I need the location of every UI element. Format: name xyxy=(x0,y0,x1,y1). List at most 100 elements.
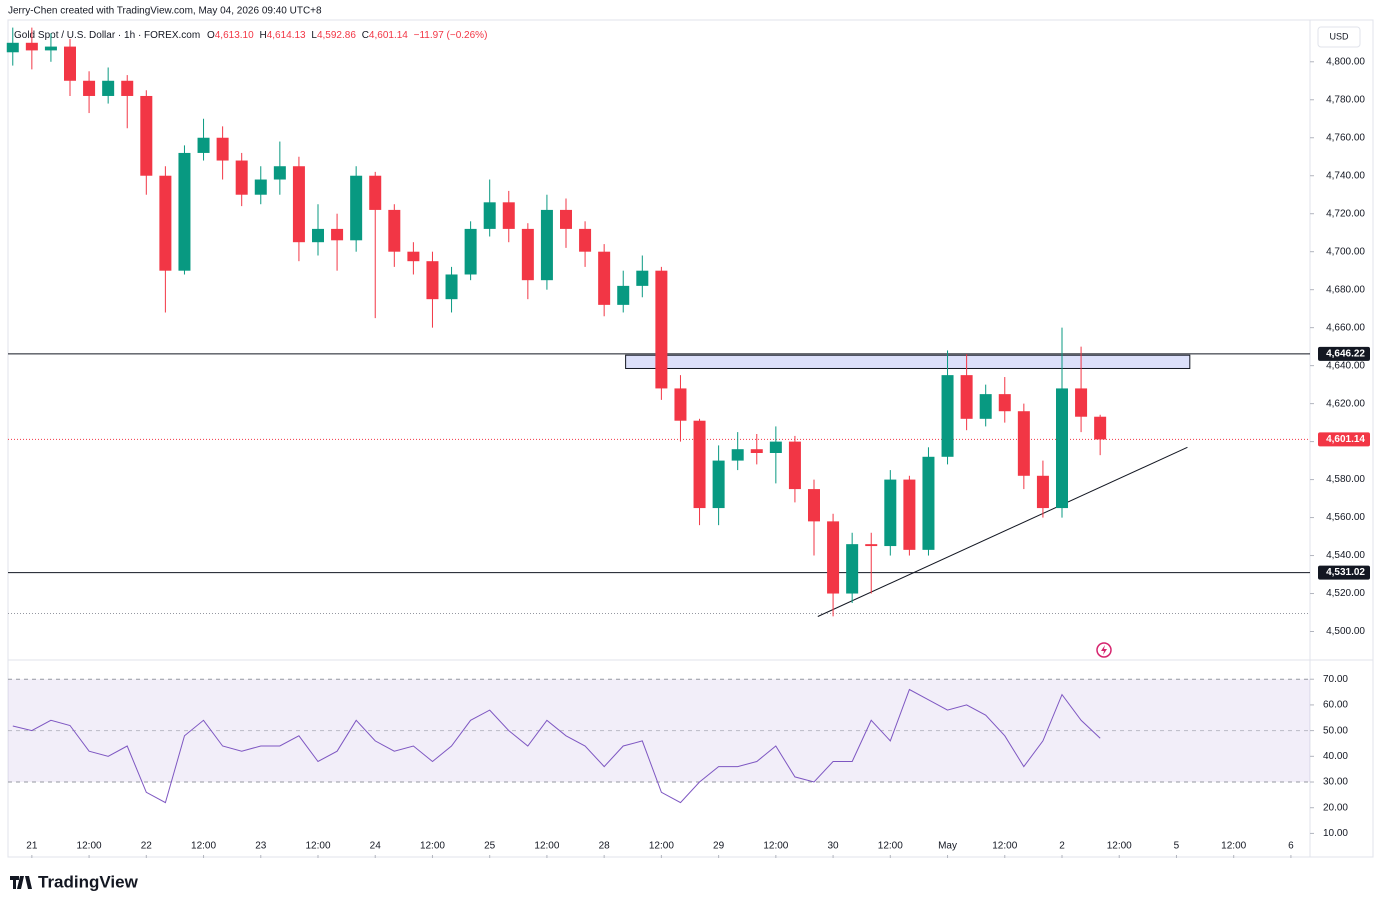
price-level-label: 4,531.02 xyxy=(1326,567,1365,578)
candle-body xyxy=(83,80,96,96)
y-tick-label: 4,660.00 xyxy=(1326,322,1365,333)
candle-body xyxy=(483,202,496,229)
candle-body xyxy=(312,228,324,243)
candle-body xyxy=(197,137,210,153)
y-tick-label: 4,780.00 xyxy=(1326,94,1365,105)
x-tick-label: 12:00 xyxy=(191,841,216,852)
candle-body xyxy=(674,388,687,421)
x-tick-label: 12:00 xyxy=(649,841,674,852)
change: −11.97 (−0.26%) xyxy=(414,30,488,41)
x-tick-label: 12:00 xyxy=(534,841,559,852)
candle-body xyxy=(216,137,229,161)
candle-body xyxy=(521,228,534,281)
x-tick-label: 12:00 xyxy=(420,841,445,852)
trendline xyxy=(817,446,1188,617)
candle-body xyxy=(254,179,267,195)
candle-body xyxy=(808,489,820,522)
candle-body xyxy=(693,420,706,509)
candle-body xyxy=(426,261,439,300)
candle-body xyxy=(998,394,1011,412)
x-tick-label: 6 xyxy=(1288,841,1294,852)
y-tick-label: 4,740.00 xyxy=(1326,170,1365,181)
candle-body xyxy=(331,228,344,241)
candle-body xyxy=(140,95,153,176)
candle-body xyxy=(1075,388,1088,417)
rsi-tick-label: 70.00 xyxy=(1323,674,1348,685)
candle-body xyxy=(25,42,38,51)
price-level-tag xyxy=(1318,565,1370,580)
y-tick-label: 4,800.00 xyxy=(1326,56,1365,67)
y-tick-label: 4,560.00 xyxy=(1326,512,1365,523)
candle-body xyxy=(979,394,992,419)
candle-body xyxy=(731,449,744,461)
rsi-tick-label: 60.00 xyxy=(1323,700,1348,711)
candle-body xyxy=(903,479,916,550)
frame xyxy=(7,19,1374,858)
currency-box[interactable] xyxy=(1317,26,1361,48)
currency: USD xyxy=(1329,31,1349,41)
x-tick-label: 12:00 xyxy=(1221,841,1246,852)
o-label: O xyxy=(207,30,215,41)
candle-body xyxy=(1094,416,1107,440)
candle-body xyxy=(6,42,19,53)
candle-body xyxy=(64,46,76,81)
x-tick-label: 2 xyxy=(1059,841,1065,852)
candle-body xyxy=(941,375,954,457)
candle-body xyxy=(292,166,305,243)
candle-body xyxy=(445,274,458,300)
x-tick-label: 29 xyxy=(713,841,725,852)
x-tick-label: 30 xyxy=(828,841,840,852)
candle-body xyxy=(560,209,572,229)
candle-body xyxy=(598,251,611,305)
x-tick-label: 12:00 xyxy=(1107,841,1132,852)
o-value: 4,613.10 xyxy=(215,30,254,41)
y-tick-label: 4,580.00 xyxy=(1326,474,1365,485)
y-tick-label: 4,760.00 xyxy=(1326,132,1365,143)
candle-body xyxy=(769,441,782,453)
price-level-tag xyxy=(1318,432,1370,447)
candle-body xyxy=(922,456,935,550)
x-tick-label: 5 xyxy=(1174,841,1180,852)
l-label: L xyxy=(311,30,317,41)
x-tick-label: 24 xyxy=(370,841,382,852)
candle-body xyxy=(884,479,897,547)
candle-body xyxy=(388,209,401,252)
candle-body xyxy=(827,521,840,594)
y-tick-label: 4,700.00 xyxy=(1326,246,1365,257)
x-tick-label: 28 xyxy=(599,841,611,852)
x-tick-label: May xyxy=(938,841,957,852)
rsi-line xyxy=(12,688,1101,804)
candle-body xyxy=(102,80,115,96)
y-tick-label: 4,540.00 xyxy=(1326,550,1365,561)
credit: Jerry-Chen created with TradingView.com,… xyxy=(8,6,322,17)
candle-body xyxy=(750,449,763,453)
y-tick-label: 4,720.00 xyxy=(1326,208,1365,219)
candle-body xyxy=(788,441,801,490)
x-tick-label: 25 xyxy=(484,841,496,852)
candle-body xyxy=(159,175,172,271)
price-level-label: 4,646.22 xyxy=(1326,348,1365,359)
candle-body xyxy=(1056,388,1068,509)
rsi-tick-label: 20.00 xyxy=(1323,802,1348,813)
y-tick-label: 4,520.00 xyxy=(1326,588,1365,599)
rsi-tick-label: 40.00 xyxy=(1323,751,1348,762)
x-tick-label: 12:00 xyxy=(878,841,903,852)
c-label: C xyxy=(362,30,369,41)
candle-body xyxy=(44,46,57,51)
h-value: 4,614.13 xyxy=(267,30,306,41)
x-tick-label: 12:00 xyxy=(992,841,1017,852)
candle-body xyxy=(121,80,134,96)
resistance-zone xyxy=(625,354,1191,369)
rsi-tick-label: 50.00 xyxy=(1323,725,1348,736)
alert-icon[interactable] xyxy=(1096,642,1112,658)
candle-body xyxy=(407,251,420,262)
x-tick-label: 12:00 xyxy=(763,841,788,852)
candle-body xyxy=(960,375,973,419)
candle-body xyxy=(464,228,477,275)
candle-body xyxy=(350,175,363,241)
y-tick-label: 4,680.00 xyxy=(1326,284,1365,295)
candle-body xyxy=(655,270,668,389)
x-tick-label: 12:00 xyxy=(77,841,102,852)
candle-body xyxy=(540,209,553,281)
